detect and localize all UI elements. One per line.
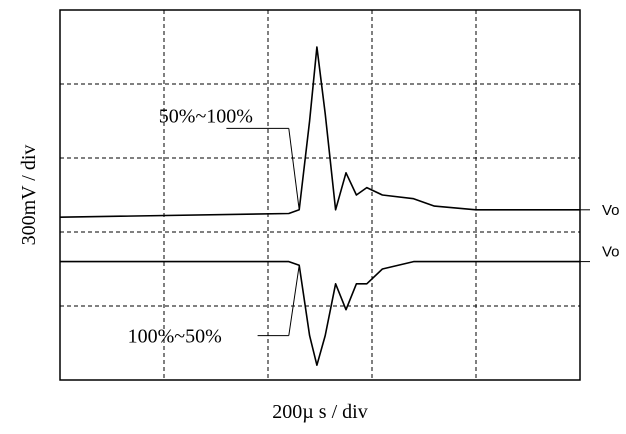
traces bbox=[59, 46, 590, 366]
annotation-100-50: 100%~50% bbox=[128, 326, 222, 348]
vo-label-upper: Vo bbox=[602, 202, 620, 219]
trace-100-to-50 bbox=[60, 260, 580, 366]
vo-label-lower: Vo bbox=[602, 244, 620, 261]
y-axis-label: 300mV / div bbox=[18, 145, 40, 246]
grid-lines bbox=[60, 10, 580, 380]
plot-frame bbox=[59, 9, 581, 381]
annotation-leader-50-100-drop bbox=[288, 128, 300, 210]
x-axis-label: 200µ s / div bbox=[272, 401, 367, 423]
annotation-leader-100-50-rise bbox=[288, 265, 300, 336]
annotation-50-100: 50%~100% bbox=[159, 105, 253, 127]
trace-50-to-100 bbox=[59, 46, 580, 218]
